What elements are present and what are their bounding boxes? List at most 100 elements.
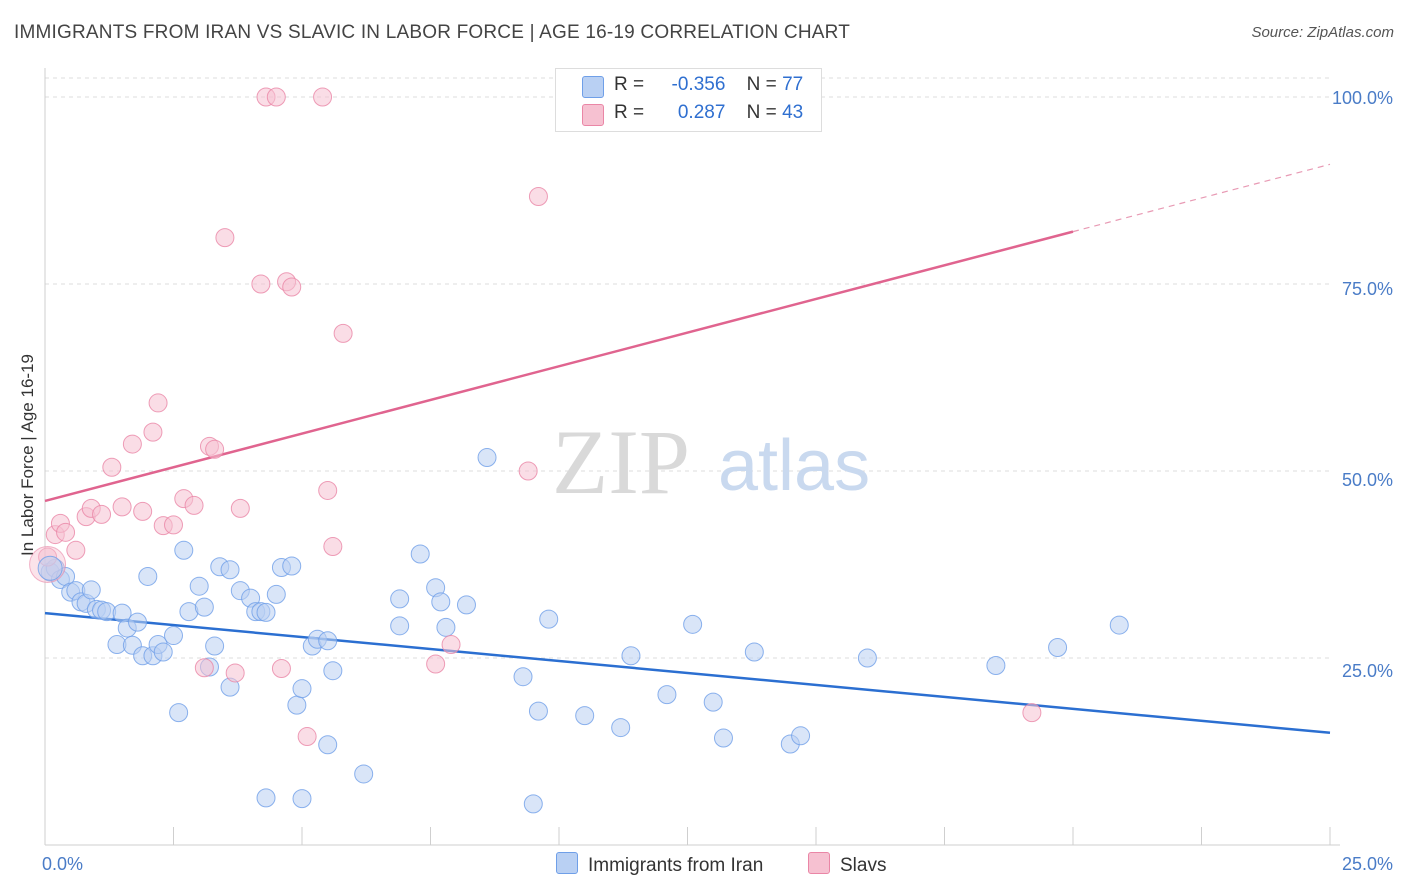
point-slavs — [230, 498, 250, 518]
point-iran — [318, 735, 338, 755]
watermark-zip: ZIP — [552, 411, 690, 513]
point-slavs — [297, 727, 317, 747]
point-iran — [791, 726, 811, 746]
watermark: ZIP atlas — [552, 411, 870, 513]
point-iran — [205, 636, 225, 656]
point-slavs — [271, 658, 291, 678]
point-slavs — [225, 663, 245, 683]
point-slavs — [323, 537, 343, 557]
trend-line-extension-slavs — [1072, 163, 1331, 233]
legend-n-iran: 77 — [782, 74, 804, 95]
point-iran — [256, 602, 276, 622]
point-iran — [292, 789, 312, 809]
point-slavs — [318, 480, 338, 500]
point-iran — [713, 728, 733, 748]
legend-r-slavs: 0.287 — [677, 102, 726, 123]
legend-swatch-slavs — [582, 104, 604, 126]
point-iran — [621, 646, 641, 666]
point-iran — [1048, 638, 1068, 658]
point-iran — [128, 612, 148, 632]
point-iran — [138, 566, 158, 586]
point-slavs — [205, 439, 225, 459]
point-slavs — [1022, 703, 1042, 723]
point-iran — [857, 648, 877, 668]
point-iran — [657, 685, 677, 705]
point-slavs — [266, 87, 286, 107]
bottom-legend-slavs: Slavs — [808, 852, 886, 877]
point-iran — [611, 718, 631, 738]
legend-n-label: N = — [746, 74, 777, 95]
point-iran — [986, 655, 1006, 675]
axes — [44, 68, 1340, 846]
point-slavs — [426, 654, 446, 674]
point-slavs — [122, 434, 142, 454]
point-iran — [189, 576, 209, 596]
point-iran — [266, 584, 286, 604]
point-slavs — [333, 323, 353, 343]
point-iran — [683, 614, 703, 634]
point-iran — [169, 703, 189, 723]
legend-n-label: N = — [746, 102, 777, 123]
point-slavs — [528, 186, 548, 206]
point-iran — [436, 617, 456, 637]
point-iran — [703, 692, 723, 712]
point-slavs — [518, 461, 538, 481]
legend-r-label: R = — [614, 74, 645, 95]
point-iran — [287, 695, 307, 715]
point-iran — [292, 679, 312, 699]
point-slavs — [102, 457, 122, 477]
point-slavs — [164, 515, 183, 535]
point-slavs — [215, 228, 235, 248]
point-iran — [477, 448, 497, 468]
legend-r-label: R = — [614, 102, 645, 123]
bottom-legend-iran: Immigrants from Iran — [556, 852, 763, 877]
x-tick-max: 25.0% — [1342, 854, 1393, 874]
point-iran — [390, 589, 410, 609]
point-iran — [539, 609, 559, 629]
legend-r-iran: -0.356 — [671, 74, 726, 95]
x-tick-min: 0.0% — [42, 854, 83, 874]
trend-line-iran — [44, 611, 1331, 735]
point-iran — [1109, 615, 1129, 635]
bottom-legend-label-slavs: Slavs — [840, 855, 887, 876]
point-iran — [456, 595, 476, 615]
point-iran — [37, 555, 63, 581]
chart-title: IMMIGRANTS FROM IRAN VS SLAVIC IN LABOR … — [14, 22, 851, 43]
y-tick-50: 50.0% — [1342, 470, 1393, 490]
point-slavs — [282, 277, 302, 297]
point-iran — [513, 667, 533, 687]
point-iran — [354, 764, 374, 784]
source-label: Source: ZipAtlas.com — [1251, 24, 1394, 41]
tick-labels: 0.0% 25.0% 25.0% 50.0% 75.0% 100.0% — [42, 88, 1393, 874]
point-slavs — [441, 635, 461, 655]
watermark-atlas: atlas — [718, 426, 870, 506]
point-iran — [153, 642, 173, 662]
point-slavs — [133, 501, 153, 521]
point-iran — [282, 556, 302, 576]
point-iran — [575, 706, 595, 726]
point-iran — [410, 544, 430, 564]
point-iran — [318, 631, 338, 651]
y-tick-75: 75.0% — [1342, 279, 1393, 299]
legend-swatch-iran — [582, 76, 604, 98]
point-iran — [174, 540, 194, 560]
point-slavs — [112, 497, 132, 517]
point-iran — [528, 701, 548, 721]
point-iran — [744, 642, 764, 662]
correlation-legend: R = -0.356 N = 77 R = 0.287 N = 43 — [555, 68, 822, 132]
point-iran — [164, 626, 183, 646]
point-iran — [390, 616, 410, 636]
point-slavs — [148, 393, 168, 413]
bottom-legend-swatch-slavs — [808, 852, 830, 874]
y-tick-25: 25.0% — [1342, 661, 1393, 681]
point-slavs — [66, 540, 86, 560]
point-iran — [323, 661, 343, 681]
point-slavs — [143, 422, 163, 442]
point-iran — [523, 794, 543, 814]
point-slavs — [184, 495, 204, 515]
point-slavs — [92, 504, 112, 524]
point-iran — [431, 592, 451, 612]
y-tick-100: 100.0% — [1332, 88, 1393, 108]
point-slavs — [194, 658, 214, 678]
